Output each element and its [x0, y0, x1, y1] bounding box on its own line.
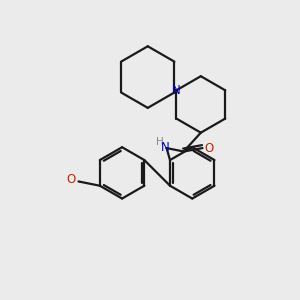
Text: O: O — [205, 142, 214, 154]
Text: N: N — [161, 141, 170, 154]
Text: N: N — [172, 84, 181, 97]
Text: H: H — [156, 137, 164, 147]
Text: O: O — [66, 173, 75, 186]
